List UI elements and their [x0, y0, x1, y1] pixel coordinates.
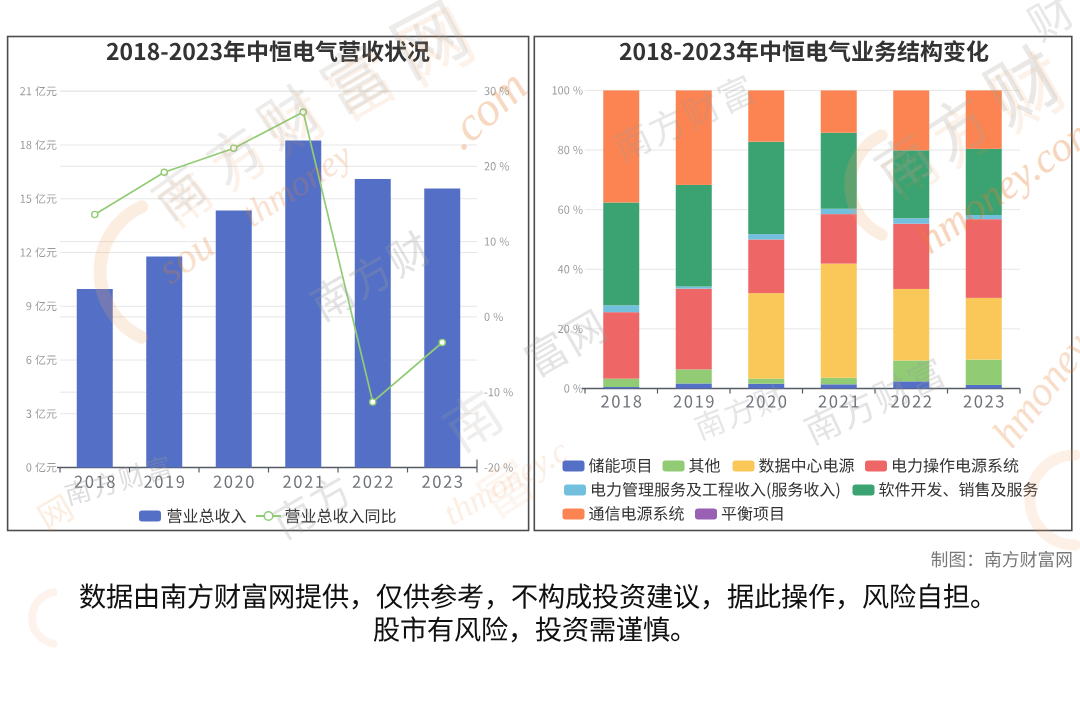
svg-text:.com: .com [433, 59, 537, 160]
